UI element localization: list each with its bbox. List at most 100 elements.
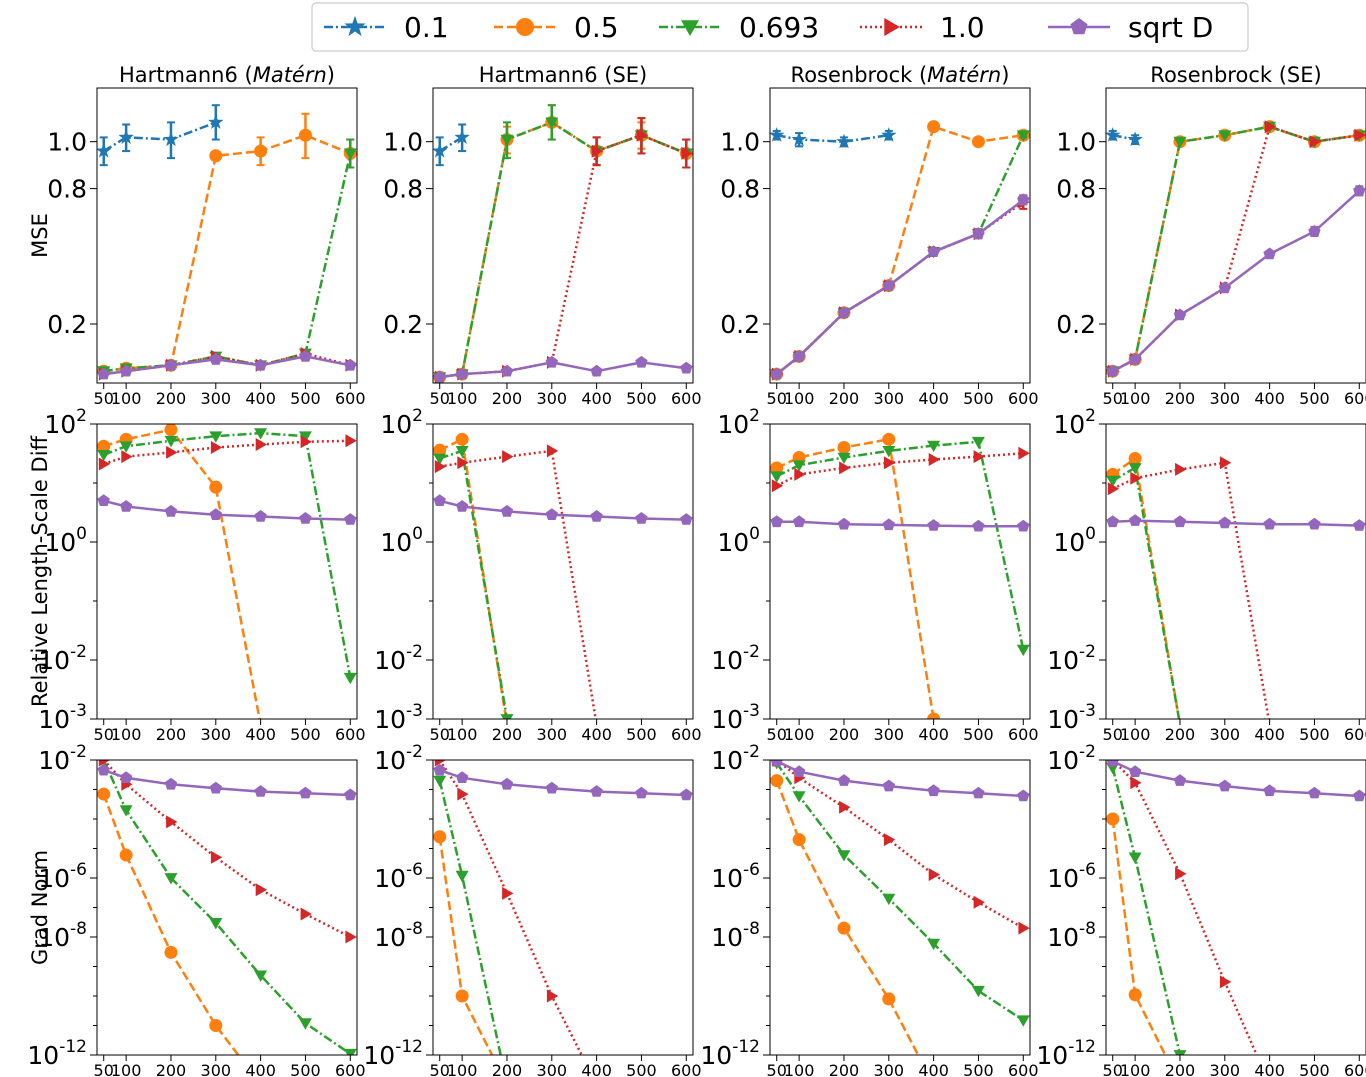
x-tick-label: 200 bbox=[1165, 389, 1196, 408]
axes-frame bbox=[96, 759, 358, 1056]
point-sqrt-d bbox=[209, 508, 222, 520]
y-tick-label: 10-12 bbox=[700, 1037, 760, 1070]
panel-data bbox=[770, 432, 1030, 719]
point-0-5 bbox=[455, 989, 469, 1003]
x-tick-label: 400 bbox=[918, 1061, 949, 1077]
y-tick-label: 10-8 bbox=[711, 919, 760, 952]
point-sqrt-d bbox=[882, 779, 895, 792]
point-0-5 bbox=[433, 443, 447, 457]
point-sqrt-d bbox=[882, 279, 895, 291]
point-sqrt-d bbox=[590, 785, 603, 797]
x-tick-label: 200 bbox=[829, 1061, 860, 1077]
x-tick-label: 100 bbox=[1120, 389, 1151, 408]
point-sqrt-d bbox=[1106, 515, 1119, 528]
x-tick-label: 300 bbox=[201, 389, 232, 408]
point-sqrt-d bbox=[1173, 774, 1187, 786]
series-line-1-0 bbox=[438, 760, 584, 1055]
y-tick-label: 10-2 bbox=[711, 742, 760, 775]
series-line-0-5 bbox=[103, 133, 351, 373]
x-tick-label: 200 bbox=[1165, 1061, 1196, 1077]
point-0-693 bbox=[1106, 475, 1120, 488]
point-sqrt-d bbox=[97, 367, 110, 380]
point-sqrt-d bbox=[837, 774, 851, 786]
x-tick-label: 500 bbox=[963, 389, 994, 408]
series-line-0-5 bbox=[1111, 457, 1181, 719]
point-0-5 bbox=[119, 848, 133, 862]
point-sqrt-d bbox=[1263, 784, 1276, 797]
point-sqrt-d bbox=[120, 364, 133, 377]
point-sqrt-d bbox=[972, 227, 985, 239]
y-tick-label: 100 bbox=[380, 524, 423, 557]
point-1-0 bbox=[345, 930, 357, 944]
column-title: Rosenbrock (Matérn) bbox=[791, 63, 1010, 87]
point-1-0 bbox=[1018, 921, 1030, 935]
series-line-sqrt-d bbox=[776, 520, 1024, 528]
series-line-sqrt-d bbox=[103, 499, 351, 521]
point-1-0 bbox=[300, 435, 312, 449]
legend-marker-sqrt-d bbox=[1070, 18, 1088, 35]
x-tick-label: 400 bbox=[1254, 389, 1285, 408]
point-0-5 bbox=[971, 135, 985, 149]
x-tick-label: 500 bbox=[626, 389, 657, 408]
x-tick-label: 300 bbox=[1210, 1061, 1241, 1077]
point-0-693 bbox=[343, 1048, 357, 1055]
point-sqrt-d bbox=[97, 494, 110, 506]
point-sqrt-d bbox=[635, 512, 648, 524]
point-0-1 bbox=[454, 129, 470, 144]
series-line-0-1 bbox=[776, 133, 889, 143]
point-1-0 bbox=[1107, 482, 1120, 496]
point-1-0 bbox=[1264, 120, 1277, 134]
y-tick-label: 102 bbox=[1053, 406, 1096, 439]
point-0-5 bbox=[837, 921, 851, 935]
point-0-1 bbox=[836, 133, 852, 149]
legend-label-1-0: 1.0 bbox=[940, 11, 985, 44]
point-1-0 bbox=[839, 800, 851, 814]
x-tick-label: 300 bbox=[1210, 725, 1241, 744]
point-0-693 bbox=[927, 938, 941, 950]
point-sqrt-d bbox=[972, 519, 985, 532]
x-tick-label: 500 bbox=[290, 1061, 321, 1077]
point-0-693 bbox=[119, 441, 133, 453]
point-1-0 bbox=[210, 441, 223, 454]
point-sqrt-d bbox=[1017, 193, 1030, 206]
point-0-693 bbox=[500, 714, 514, 719]
point-sqrt-d bbox=[433, 763, 446, 776]
y-tick-label: 10-2 bbox=[374, 742, 423, 775]
y-tick-label: 100 bbox=[717, 524, 760, 557]
row-ylabel-mse: MSE bbox=[28, 213, 52, 258]
point-0-5 bbox=[770, 461, 784, 475]
series-line-1-0 bbox=[439, 133, 687, 379]
series-line-1-0 bbox=[1112, 125, 1360, 373]
point-0-5 bbox=[1128, 452, 1142, 466]
x-tick-label: 100 bbox=[784, 1061, 815, 1077]
column-title: Rosenbrock (SE) bbox=[1150, 63, 1321, 87]
y-tick-label: 10-8 bbox=[38, 919, 87, 952]
y-tick-label: 10-2 bbox=[38, 642, 87, 675]
point-sqrt-d bbox=[545, 781, 558, 794]
y-tick-label: 0.8 bbox=[47, 175, 87, 204]
x-tick-label: 600 bbox=[1344, 1061, 1366, 1077]
x-tick-label: 300 bbox=[874, 389, 905, 408]
point-sqrt-d bbox=[456, 367, 469, 380]
y-tick-label: 100 bbox=[44, 524, 87, 557]
x-tick-label: 200 bbox=[1165, 725, 1196, 744]
x-tick-label: 300 bbox=[537, 1061, 568, 1077]
y-tick-label: 10-2 bbox=[38, 742, 87, 775]
x-tick-label: 400 bbox=[245, 725, 276, 744]
point-1-0 bbox=[300, 907, 312, 921]
axes-frame bbox=[432, 759, 694, 1056]
point-0-5 bbox=[209, 1019, 223, 1032]
point-sqrt-d bbox=[1308, 225, 1321, 237]
column-title: Hartmann6 (Matérn) bbox=[119, 63, 335, 87]
point-sqrt-d bbox=[1129, 352, 1142, 365]
y-tick-label: 10-2 bbox=[1047, 742, 1096, 775]
x-tick-label: 300 bbox=[874, 725, 905, 744]
point-sqrt-d bbox=[1173, 308, 1187, 321]
